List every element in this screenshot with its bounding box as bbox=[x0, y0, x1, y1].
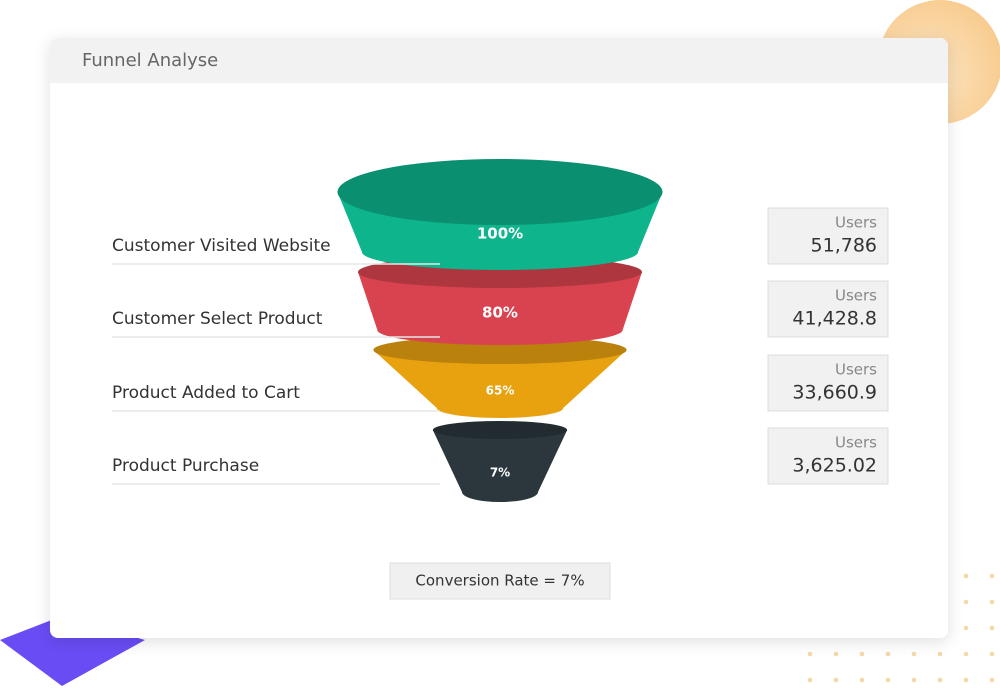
stage-label: Product Purchase bbox=[112, 456, 259, 476]
stage-label: Product Added to Cart bbox=[112, 383, 300, 403]
stage-label: Customer Select Product bbox=[112, 309, 323, 329]
funnel-segment bbox=[358, 272, 642, 346]
funnel-segment-top bbox=[373, 336, 627, 364]
users-box bbox=[767, 280, 889, 338]
users-caption: Users bbox=[835, 434, 877, 452]
card-header bbox=[50, 38, 948, 83]
users-caption: Users bbox=[835, 287, 877, 305]
users-box bbox=[767, 427, 889, 485]
segment-label: 100% bbox=[477, 225, 523, 243]
segment-label: 65% bbox=[486, 384, 515, 398]
segment-label: 80% bbox=[482, 304, 518, 322]
funnel-segment-top bbox=[432, 421, 568, 439]
funnel: 7% 65% 80% 100% Customer Visited Website User… bbox=[112, 159, 889, 502]
users-value: 33,660.9 bbox=[792, 382, 877, 404]
conversion-box bbox=[389, 562, 611, 600]
conversion-rate: Conversion Rate = 7% bbox=[415, 572, 584, 590]
funnel-segment bbox=[432, 430, 568, 502]
card-title: Funnel Analyse bbox=[82, 50, 218, 71]
users-caption: Users bbox=[835, 361, 877, 379]
users-caption: Users bbox=[835, 214, 877, 232]
funnel-segment-top bbox=[337, 159, 663, 225]
stage-label: Customer Visited Website bbox=[112, 236, 331, 256]
users-value: 41,428.8 bbox=[792, 308, 877, 330]
funnel-segment bbox=[373, 350, 627, 418]
users-box bbox=[767, 354, 889, 412]
users-value: 51,786 bbox=[811, 235, 877, 257]
users-value: 3,625.02 bbox=[792, 455, 877, 477]
users-box bbox=[767, 207, 889, 265]
segment-label: 7% bbox=[490, 466, 510, 480]
